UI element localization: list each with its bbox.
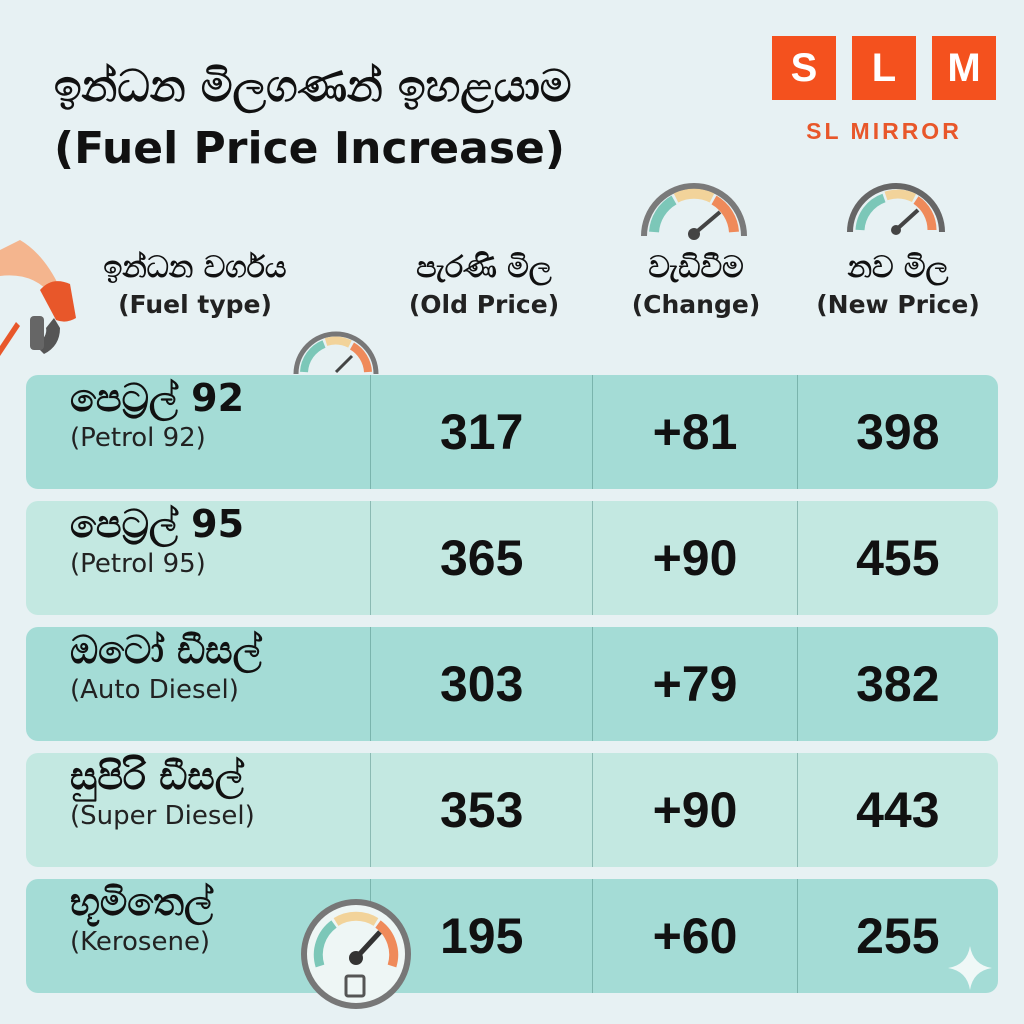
table-row: පෙට්‍රල් 95 (Petrol 95) 365 +90 455 [26,501,998,615]
header-new-price: නව මිල (New Price) [816,250,980,319]
gauge-icon [641,183,747,240]
old-price: 365 [439,530,524,586]
price-change: +90 [652,782,738,838]
logo-letter-s: S [772,36,836,100]
sparkle-icon [948,946,992,990]
logo-letter-l: L [852,36,916,100]
table-row: සුපිරි ඩීසල් (Super Diesel) 353 +90 443 [26,753,998,867]
new-price: 455 [856,530,940,586]
price-change: +90 [652,530,738,586]
slm-logo: S L M SL MIRROR [772,36,996,145]
fuel-type-cell: පෙට්‍රල් 92 (Petrol 92) [70,376,245,453]
price-change: +81 [652,404,738,460]
fuel-type-cell: භූමිතෙල් (Kerosene) [70,880,213,957]
old-price: 303 [439,656,524,712]
gauge-icon [847,183,945,235]
price-table: පෙට්‍රල් 92 (Petrol 92) 317 +81 398 පෙට්… [26,375,998,1005]
table-row: ඔටෝ ඩීසල් (Auto Diesel) 303 +79 382 [26,627,998,741]
new-price: 443 [856,782,940,838]
header-old-price: පැරණි මිල (Old Price) [408,250,560,319]
header-change: වැඩිවීම (Change) [631,250,761,319]
page-title: ඉන්ධන මිලගණන් ඉහළයාම (Fuel Price Increas… [54,56,754,180]
gauge-icon [293,331,379,375]
fuel-gauge-icon [301,899,411,1009]
old-price: 195 [439,908,524,964]
table-row: භූමිතෙල් (Kerosene) 195 +60 255 [26,879,998,993]
title-english: (Fuel Price Increase) [54,123,565,174]
table-row: පෙට්‍රල් 92 (Petrol 92) 317 +81 398 [26,375,998,489]
new-price: 382 [856,656,940,712]
fuel-type-cell: සුපිරි ඩීසල් (Super Diesel) [70,754,255,831]
new-price: 255 [856,908,940,964]
title-sinhala: ඉන්ධන මිලගණන් ඉහළයාම [54,61,572,112]
old-price: 317 [439,404,524,460]
logo-subtitle: SL MIRROR [806,118,962,144]
fuel-type-cell: ඔටෝ ඩීසල් (Auto Diesel) [70,628,262,705]
old-price: 353 [439,782,524,838]
header-fuel-type: ඉන්ධන වර්ගය (Fuel type) [103,250,287,319]
price-change: +79 [652,656,738,712]
fuel-nozzle-icon [0,240,76,356]
new-price: 398 [856,404,940,460]
fuel-type-cell: පෙට්‍රල් 95 (Petrol 95) [70,502,245,579]
price-change: +60 [652,908,738,964]
logo-letter-m: M [932,36,996,100]
